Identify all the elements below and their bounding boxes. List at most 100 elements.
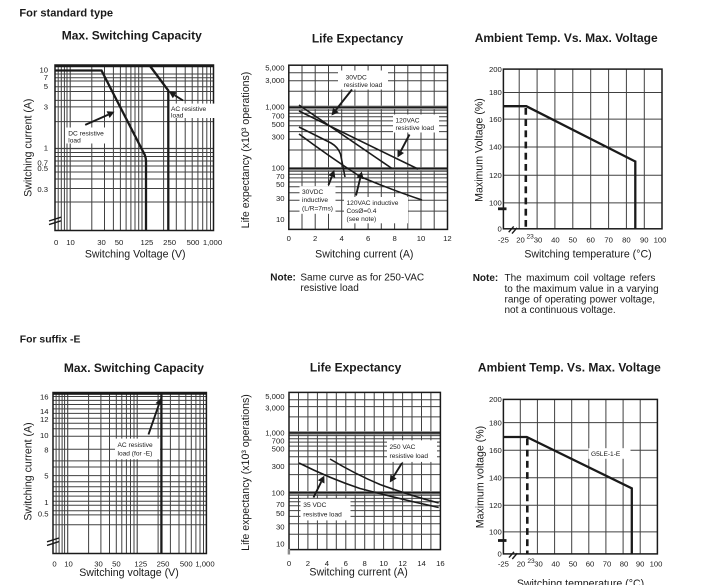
svg-text:200: 200 <box>489 65 502 74</box>
svg-text:23: 23 <box>527 558 535 565</box>
svg-text:300: 300 <box>272 133 285 142</box>
svg-text:Switching voltage (V): Switching voltage (V) <box>79 567 179 579</box>
svg-text:250: 250 <box>163 238 176 247</box>
svg-text:70: 70 <box>603 560 612 569</box>
svg-text:7: 7 <box>44 73 48 82</box>
svg-text:30VDC: 30VDC <box>346 75 367 82</box>
svg-text:40: 40 <box>551 235 560 244</box>
svg-text:1,000: 1,000 <box>203 238 222 247</box>
svg-text:Life Expectancy: Life Expectancy <box>312 32 404 46</box>
svg-text:Max. Switching Capacity: Max. Switching Capacity <box>64 361 204 375</box>
svg-text:90: 90 <box>636 560 645 569</box>
svg-text:0: 0 <box>498 550 502 559</box>
svg-text:Life expectancy (x10³ operatio: Life expectancy (x10³ operations) <box>240 394 252 551</box>
svg-text:700: 700 <box>272 437 285 446</box>
svg-text:12: 12 <box>398 559 407 568</box>
svg-text:0.5: 0.5 <box>38 510 49 519</box>
svg-text:0.5: 0.5 <box>37 164 48 173</box>
svg-text:70: 70 <box>276 172 285 181</box>
svg-text:30: 30 <box>276 523 285 532</box>
svg-text:Maximum voltage (%): Maximum voltage (%) <box>475 426 487 528</box>
svg-text:140: 140 <box>489 143 502 152</box>
svg-text:100: 100 <box>272 488 285 497</box>
svg-text:resistive load: resistive load <box>390 453 429 460</box>
svg-text:10: 10 <box>66 238 75 247</box>
svg-text:10: 10 <box>276 215 285 224</box>
svg-text:14: 14 <box>417 559 426 568</box>
svg-text:0: 0 <box>54 238 58 247</box>
svg-text:140: 140 <box>489 473 502 482</box>
svg-text:90: 90 <box>640 235 649 244</box>
svg-text:120VAC: 120VAC <box>396 117 420 124</box>
svg-text:load: load <box>68 137 81 144</box>
svg-text:30: 30 <box>534 235 543 244</box>
svg-text:8: 8 <box>44 446 48 455</box>
svg-text:30: 30 <box>97 238 106 247</box>
svg-text:4: 4 <box>340 234 345 243</box>
svg-text:50: 50 <box>112 560 121 569</box>
svg-text:4: 4 <box>325 559 330 568</box>
svg-text:120VAC inductive: 120VAC inductive <box>347 200 399 207</box>
svg-text:50: 50 <box>276 509 285 518</box>
svg-text:70: 70 <box>276 500 285 509</box>
svg-text:3,000: 3,000 <box>265 404 284 413</box>
svg-text:3,000: 3,000 <box>265 76 284 85</box>
svg-text:125: 125 <box>134 560 147 569</box>
svg-text:to the maximum value in a vary: to the maximum value in a varying <box>505 284 659 295</box>
svg-text:Life expectancy (x10³ operatio: Life expectancy (x10³ operations) <box>240 72 252 229</box>
svg-text:50: 50 <box>276 180 285 189</box>
svg-text:80: 80 <box>620 560 629 569</box>
svg-text:The maximum coil voltage refer: The maximum coil voltage refers <box>505 273 656 284</box>
svg-text:10: 10 <box>64 560 73 569</box>
svg-text:3: 3 <box>44 103 48 112</box>
svg-text:Note:: Note: <box>473 273 499 284</box>
svg-text:14: 14 <box>40 407 49 416</box>
svg-text:resistive load: resistive load <box>396 125 435 132</box>
svg-text:160: 160 <box>489 446 502 455</box>
svg-text:125: 125 <box>140 238 153 247</box>
svg-text:500: 500 <box>272 120 285 129</box>
svg-text:1,000: 1,000 <box>265 429 284 438</box>
svg-text:300: 300 <box>272 462 285 471</box>
svg-text:5,000: 5,000 <box>265 64 284 73</box>
svg-text:inductive: inductive <box>302 197 328 204</box>
svg-text:30VDC: 30VDC <box>302 189 323 196</box>
svg-text:Switching temperature (°C): Switching temperature (°C) <box>517 578 644 585</box>
svg-text:180: 180 <box>489 88 502 97</box>
svg-text:Max. Switching Capacity: Max. Switching Capacity <box>62 29 202 43</box>
svg-text:0: 0 <box>52 560 56 569</box>
svg-text:50: 50 <box>569 235 578 244</box>
svg-text:AC resistive: AC resistive <box>171 106 207 113</box>
svg-text:Same curve as for 250-VAC: Same curve as for 250-VAC <box>300 272 424 283</box>
svg-text:100: 100 <box>654 235 667 244</box>
svg-text:10: 10 <box>40 431 49 440</box>
svg-text:250: 250 <box>157 560 170 569</box>
svg-text:30: 30 <box>94 560 103 569</box>
svg-text:10: 10 <box>379 559 388 568</box>
svg-text:35 VDC: 35 VDC <box>303 502 326 509</box>
svg-text:Ambient Temp. Vs. Max. Voltage: Ambient Temp. Vs. Max. Voltage <box>475 31 658 45</box>
svg-text:100: 100 <box>650 560 663 569</box>
svg-text:(L/R=7ms): (L/R=7ms) <box>302 205 333 212</box>
svg-text:5: 5 <box>44 82 48 91</box>
svg-text:-25: -25 <box>498 235 509 244</box>
svg-text:160: 160 <box>489 115 502 124</box>
svg-text:For standard type: For standard type <box>19 7 113 19</box>
svg-text:Switching current (A): Switching current (A) <box>23 99 35 197</box>
svg-text:1: 1 <box>44 498 48 507</box>
svg-text:Switching current (A): Switching current (A) <box>315 248 413 260</box>
svg-text:AC resistive: AC resistive <box>118 442 154 449</box>
svg-text:6: 6 <box>366 234 370 243</box>
svg-text:For suffix -E: For suffix -E <box>20 335 81 346</box>
svg-text:250 VAC: 250 VAC <box>390 444 416 451</box>
svg-text:1,000: 1,000 <box>195 560 214 569</box>
svg-text:5: 5 <box>44 472 48 481</box>
svg-text:180: 180 <box>489 418 502 427</box>
svg-text:6: 6 <box>344 559 348 568</box>
svg-text:700: 700 <box>272 112 285 121</box>
svg-text:0: 0 <box>287 234 291 243</box>
svg-text:Ambient Temp. Vs. Max. Voltage: Ambient Temp. Vs. Max. Voltage <box>478 361 661 375</box>
svg-text:10: 10 <box>276 539 285 548</box>
svg-text:load (for -E): load (for -E) <box>118 451 153 458</box>
svg-text:DC resistive: DC resistive <box>68 131 104 138</box>
